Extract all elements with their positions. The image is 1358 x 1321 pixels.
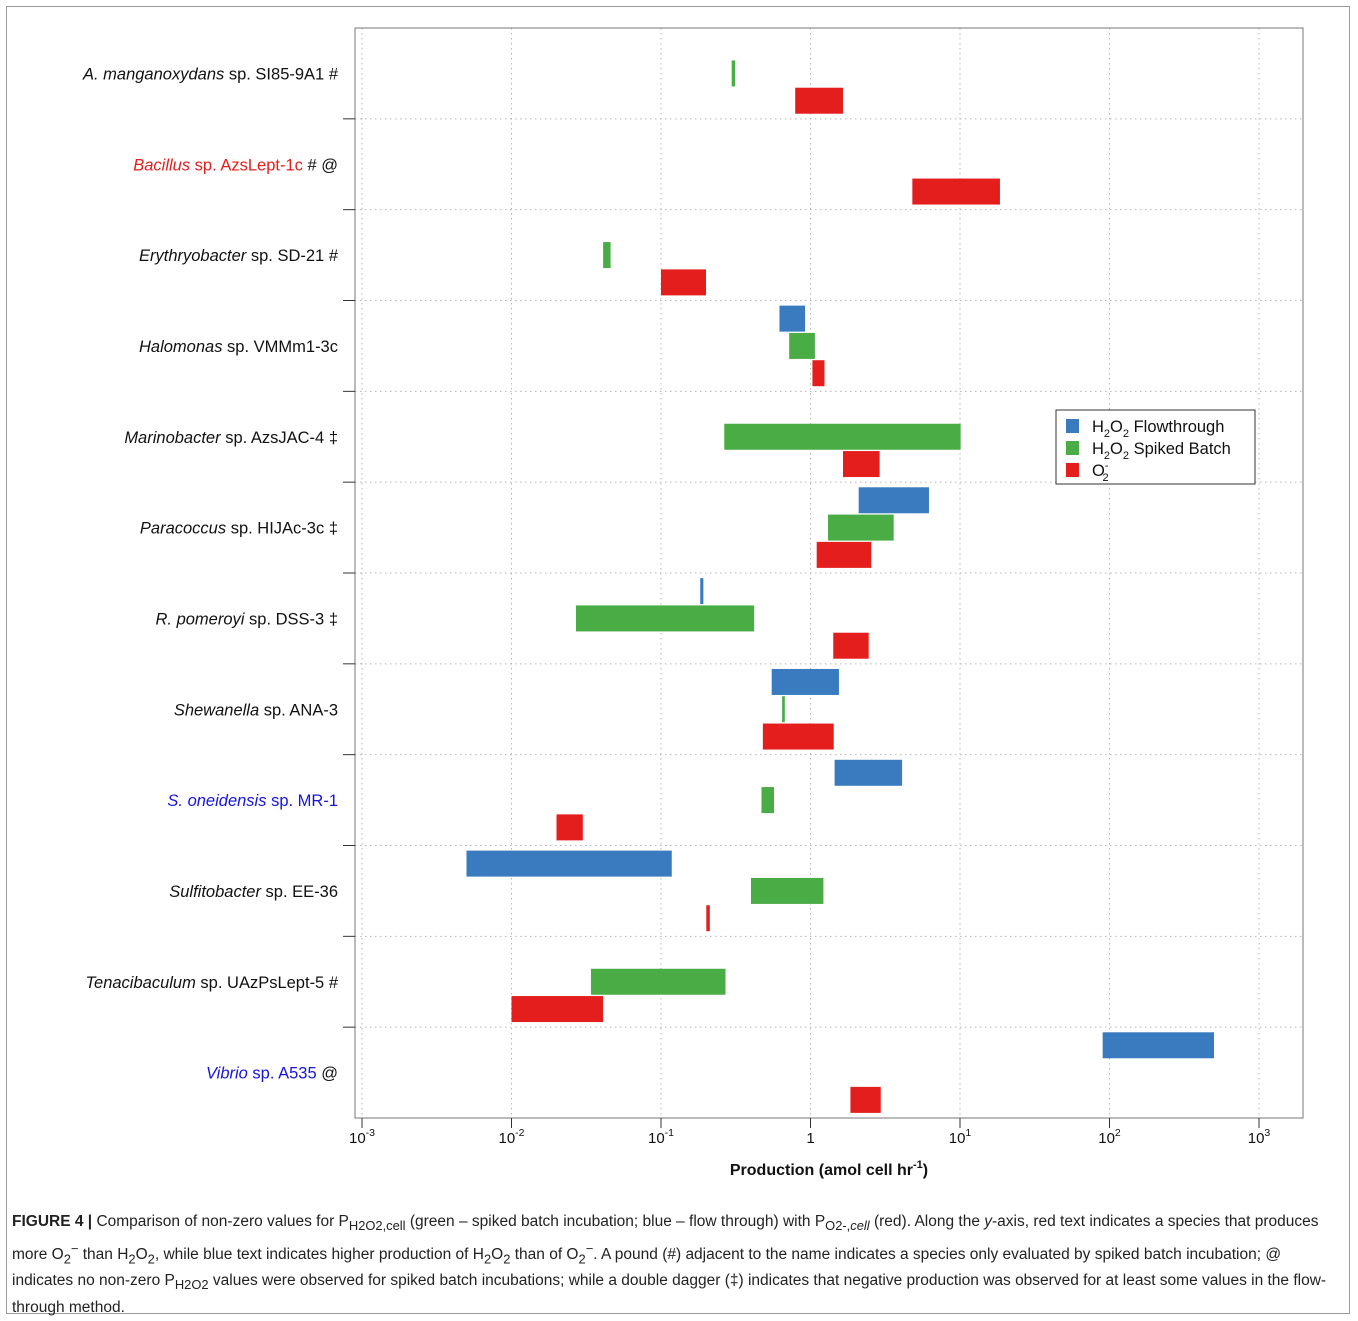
caption-sub: H2O2 xyxy=(174,1277,209,1293)
caption-sub: O2-,cell xyxy=(825,1218,870,1234)
bar-o2 xyxy=(661,269,707,296)
caption-sup: − xyxy=(585,1240,594,1256)
bar-o2 xyxy=(850,1086,881,1113)
bar-spiked xyxy=(575,605,755,632)
x-axis-title: Production (amol cell hr-1) xyxy=(730,1159,928,1179)
bars-layer xyxy=(466,60,1214,1113)
caption-text: O xyxy=(491,1245,504,1263)
range-bar-chart: A. manganoxydans sp. SI85-9A1 # Bacillus … xyxy=(82,27,1304,1179)
bar-o2 xyxy=(833,632,869,659)
bar-spiked xyxy=(789,332,815,359)
bar-spiked xyxy=(751,877,824,904)
caption-text: (green – spiked batch incubation; blue –… xyxy=(405,1213,826,1230)
x-tick-label: 10-1 xyxy=(648,1127,674,1147)
y-category-label: Tenacibaculum sp. UAzPsLept-5 # xyxy=(85,974,338,992)
bar-spiked xyxy=(603,242,611,269)
bar-o2 xyxy=(706,905,710,932)
axis-ticks xyxy=(343,118,1260,1128)
bar-spiked xyxy=(590,968,726,995)
x-tick-label: 10-2 xyxy=(498,1127,524,1147)
legend-label-o2: O-2 xyxy=(1092,460,1109,484)
caption-italic: y xyxy=(984,1213,992,1230)
bar-spiked xyxy=(724,423,961,450)
bar-o2 xyxy=(762,723,834,750)
y-category-label: Vibrio sp. A535 @ xyxy=(206,1065,338,1083)
bar-o2 xyxy=(843,451,880,478)
caption-sub: H2O2,cell xyxy=(348,1218,406,1234)
figure-caption: FIGURE 4 | Comparison of non-zero values… xyxy=(12,1211,1334,1319)
y-category-label: Paracoccus sp. HIJAc-3c ‡ xyxy=(140,520,338,538)
legend-label-spiked: H2O2 Spiked Batch xyxy=(1092,440,1231,462)
y-category-label: Erythryobacter sp. SD-21 # xyxy=(139,247,339,265)
bar-o2 xyxy=(912,178,1000,205)
x-tick-label: 1 xyxy=(806,1130,814,1147)
bar-flow xyxy=(858,487,929,514)
caption-sub: 2 xyxy=(147,1250,155,1266)
caption-sup: − xyxy=(70,1240,79,1256)
y-category-label: Sulfitobacter sp. EE-36 xyxy=(169,883,338,901)
legend-box xyxy=(1055,409,1256,485)
bar-flow xyxy=(771,668,839,695)
caption-label: FIGURE 4 | xyxy=(12,1213,93,1230)
bar-flow xyxy=(1102,1032,1214,1059)
bar-spiked xyxy=(761,787,775,814)
bar-o2 xyxy=(816,541,872,568)
bar-spiked xyxy=(731,60,736,87)
caption-text: -axis, red text indicates a species that… xyxy=(12,1213,1319,1263)
bar-o2 xyxy=(556,814,583,841)
x-axis-tick-labels: 10-3 10-2 10-1 1 101 102 103 xyxy=(349,1127,1270,1147)
bar-spiked xyxy=(828,514,894,541)
caption-text: Comparison of non-zero values for P xyxy=(92,1213,349,1230)
x-tick-label: 102 xyxy=(1098,1127,1121,1147)
caption-sub: 2 xyxy=(128,1250,136,1266)
caption-text: than of O xyxy=(510,1245,579,1263)
y-category-label: R. pomeroyi sp. DSS-3 ‡ xyxy=(156,610,339,628)
caption-sub: 2 xyxy=(578,1250,586,1266)
bar-flow xyxy=(779,305,806,332)
bar-o2 xyxy=(511,996,604,1023)
caption-text: (red). Along the xyxy=(869,1213,985,1230)
legend-swatch-o2 xyxy=(1066,463,1079,477)
legend-swatch-spiked xyxy=(1066,441,1079,455)
caption-text: values were observed for spiked batch in… xyxy=(12,1272,1327,1316)
y-category-label: A. manganoxydans sp. SI85-9A1 # xyxy=(82,65,339,83)
bar-spiked xyxy=(782,696,785,723)
bar-flow xyxy=(834,759,903,786)
y-category-label: S. oneidensis sp. MR-1 xyxy=(167,792,338,810)
caption-sub: 2 xyxy=(503,1250,511,1266)
x-tick-label: 103 xyxy=(1248,1127,1271,1147)
bar-o2 xyxy=(812,360,825,387)
y-category-label: Marinobacter sp. AzsJAC-4 ‡ xyxy=(124,429,338,447)
figure-frame xyxy=(6,6,1350,1314)
grid-lines xyxy=(355,28,1303,1118)
caption-text: . A pound (#) adjacent to the name indic… xyxy=(12,1245,1282,1290)
caption-sub: 2 xyxy=(63,1250,71,1266)
y-category-label: Halomonas sp. VMMm1-3c xyxy=(139,338,338,356)
caption-text: than H xyxy=(78,1245,129,1263)
caption-text: O xyxy=(135,1245,148,1263)
y-category-label: Shewanella sp. ANA-3 xyxy=(174,701,338,719)
bar-o2 xyxy=(795,87,844,114)
caption-sub: 2 xyxy=(483,1250,492,1266)
legend-swatch-flow xyxy=(1066,419,1079,433)
legend-label-flow: H2O2 Flowthrough xyxy=(1092,418,1224,440)
y-axis-labels: A. manganoxydans sp. SI85-9A1 # Bacillus … xyxy=(82,65,339,1082)
y-category-label: Bacillus sp. AzsLept-1c # @ xyxy=(133,156,338,174)
bar-flow xyxy=(466,850,672,877)
bar-flow xyxy=(700,578,704,605)
x-tick-label: 101 xyxy=(949,1127,972,1147)
caption-text: , while blue text indicates higher produ… xyxy=(154,1245,484,1263)
x-tick-label: 10-3 xyxy=(349,1127,375,1147)
